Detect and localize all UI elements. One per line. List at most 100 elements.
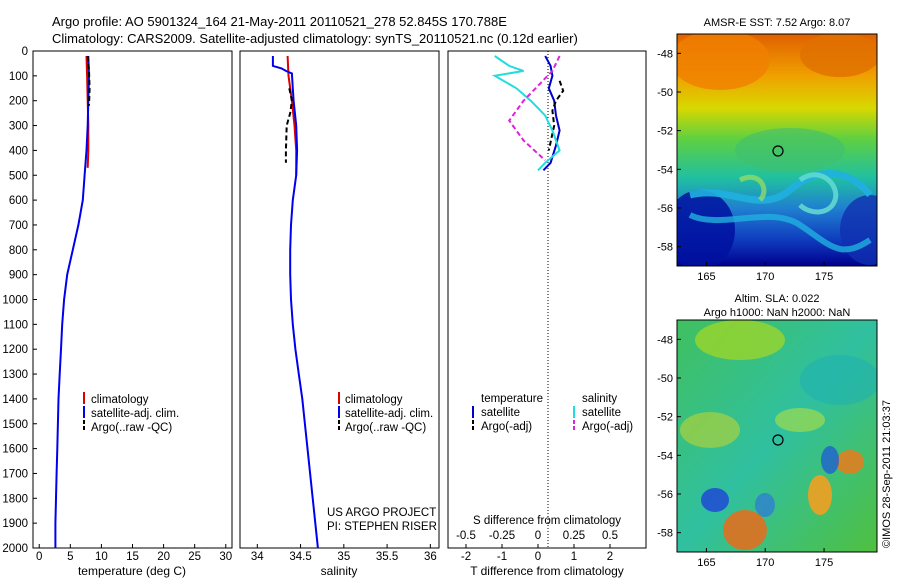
- depth-tick-label: 700: [9, 220, 28, 232]
- x-tick-label: 5: [67, 551, 73, 563]
- lat-tick-label: -54: [657, 164, 673, 176]
- series-line-argo-raw-qc-: [284, 88, 293, 163]
- s-tick-label: -0.25: [489, 530, 515, 542]
- depth-tick-label: 200: [9, 96, 28, 108]
- depth-tick-label: 1400: [2, 394, 28, 406]
- depth-tick-label: 400: [9, 145, 28, 157]
- x-tick-label: 15: [126, 551, 139, 563]
- legend-label-argo: Argo(..raw -QC): [345, 422, 426, 434]
- depth-tick-label: 0: [22, 46, 28, 58]
- sst-map-axes: 165 170 175 -48 -50 -52 -54 -56 -58: [657, 48, 833, 283]
- sla-axes-frame: [676, 319, 878, 553]
- lat-tick-label: -50: [657, 87, 673, 99]
- s-tick-label: 0: [535, 530, 541, 542]
- sst-map-title: AMSR-E SST: 7.52 Argo: 8.07: [704, 17, 851, 29]
- x-tick-label: 2: [607, 551, 613, 563]
- s-tick-label: 0.25: [563, 530, 585, 542]
- project-credit-line2: PI: STEPHEN RISER: [327, 521, 437, 533]
- legend-label-t-satellite: satellite: [481, 407, 520, 419]
- legend-label-climatology: climatology: [345, 394, 403, 406]
- depth-tick-label: 100: [9, 71, 28, 83]
- salinity-legend: climatology satellite-adj. clim. Argo(..…: [338, 392, 433, 434]
- lat-tick-label: -48: [657, 48, 673, 60]
- depth-tick-label: 1800: [2, 493, 28, 505]
- lon-tick-label: 170: [756, 557, 774, 569]
- sla-map-title-line1: Altim. SLA: 0.022: [735, 293, 820, 305]
- temperature-profiles: [54, 55, 91, 548]
- difference-axes-frame: [447, 50, 647, 549]
- depth-tick-label: 1500: [2, 419, 28, 431]
- depth-tick-label: 1700: [2, 468, 28, 480]
- x-tick-label: 0: [36, 551, 42, 563]
- lat-tick-label: -56: [657, 203, 673, 215]
- legend-label-satellite-adj: satellite-adj. clim.: [91, 408, 179, 420]
- series-line-satellite-adj-clim-: [271, 56, 319, 549]
- sst-argo-marker: [772, 145, 784, 157]
- salinity-panel: 34 34.5 35 35.5 36 salinity climatology sate…: [239, 50, 440, 578]
- salinity-axis: 34 34.5 35 35.5 36: [251, 544, 437, 563]
- legend-label-satellite-adj: satellite-adj. clim.: [345, 408, 433, 420]
- depth-tick-label: 900: [9, 270, 28, 282]
- s-difference-axis: -0.5 -0.25 0 0.25 0.5: [456, 530, 618, 542]
- legend-label-s-argo: Argo(-adj): [582, 421, 633, 433]
- depth-tick-label: 300: [9, 121, 28, 133]
- depth-tick-label: 1900: [2, 518, 28, 530]
- x-tick-label: 36: [424, 551, 437, 563]
- difference-legend: temperature salinity satellite Argo(-adj…: [472, 393, 633, 433]
- salinity-axes-frame: [239, 50, 440, 549]
- lat-tick-label: -48: [657, 334, 673, 346]
- figure-title-line2: Climatology: CARS2009. Satellite-adjuste…: [52, 31, 578, 46]
- t-difference-axis: -2 -1 0 1 2: [461, 544, 613, 563]
- series-line-argo-adj-: [547, 80, 565, 151]
- figure-title-line1: Argo profile: AO 5901324_164 21-May-2011…: [52, 14, 507, 29]
- sla-map-title-line2: Argo h1000: NaN h2000: NaN: [704, 307, 851, 319]
- x-tick-label: 30: [219, 551, 232, 563]
- x-tick-label: 35: [337, 551, 350, 563]
- x-tick-label: 20: [157, 551, 170, 563]
- lat-tick-label: -52: [657, 126, 673, 138]
- sla-field: [677, 320, 877, 552]
- difference-panel: -2 -1 0 1 2 -0.5 -0.25 0 0.25 0.5 S difference f…: [447, 50, 647, 578]
- legend-header-temperature: temperature: [481, 393, 543, 405]
- depth-tick-label: 1100: [3, 319, 28, 331]
- depth-tick-label: 1200: [2, 344, 28, 356]
- sst-field: [677, 34, 877, 266]
- difference-profiles: [491, 55, 565, 171]
- lat-tick-label: -50: [657, 373, 673, 385]
- depth-tick-label: 800: [9, 245, 28, 257]
- depth-tick-label: 1300: [2, 369, 28, 381]
- x-tick-label: 0: [535, 551, 541, 563]
- lat-tick-label: -58: [657, 242, 673, 254]
- depth-tick-label: 600: [9, 195, 28, 207]
- series-line-argo-adj-: [507, 55, 561, 162]
- lon-tick-label: 165: [697, 271, 715, 283]
- series-line-argo-raw-qc-: [86, 55, 91, 106]
- lat-tick-label: -54: [657, 450, 673, 462]
- sst-axes-frame: [676, 33, 878, 267]
- legend-label-climatology: climatology: [91, 394, 149, 406]
- x-tick-label: 10: [95, 551, 108, 563]
- lat-tick-label: -56: [657, 489, 673, 501]
- imos-timestamp-credit: ©IMOS 28-Sep-2011 21:03:37: [881, 400, 893, 548]
- sla-argo-marker: [772, 434, 784, 446]
- temperature-axis-label: temperature (deg C): [78, 564, 186, 578]
- lon-tick-label: 165: [697, 557, 715, 569]
- s-difference-axis-label: S difference from climatology: [473, 515, 621, 527]
- legend-label-t-argo: Argo(-adj): [481, 421, 532, 433]
- salinity-profiles: [271, 55, 319, 549]
- depth-axis: 0 100 200 300 400 500 600 700 800 900 1000 1100 1200…: [2, 46, 37, 555]
- s-tick-label: 0.5: [602, 530, 618, 542]
- temperature-axis: 0 5 10 15 20 25 30: [36, 544, 232, 563]
- depth-tick-label: 1600: [2, 444, 28, 456]
- x-tick-label: 1: [571, 551, 577, 563]
- depth-tick-label: 1000: [2, 295, 28, 307]
- x-tick-label: -2: [461, 551, 471, 563]
- lat-tick-label: -52: [657, 412, 673, 424]
- series-line-satellite: [491, 55, 561, 171]
- sst-map-panel: AMSR-E SST: 7.52 Argo: 8.07 165 170 175 -48…: [657, 17, 878, 283]
- legend-label-argo: Argo(..raw -QC): [91, 422, 172, 434]
- x-tick-label: 34: [251, 551, 264, 563]
- x-tick-label: -1: [497, 551, 507, 563]
- x-tick-label: 25: [188, 551, 201, 563]
